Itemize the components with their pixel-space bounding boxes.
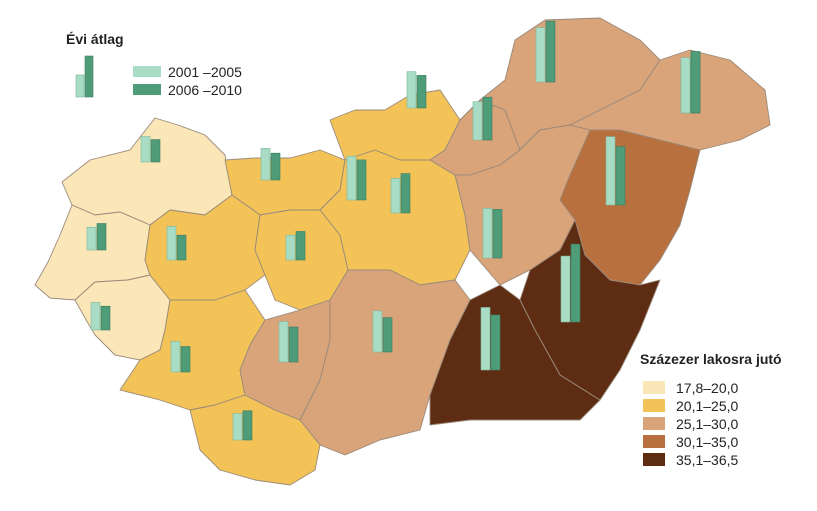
bar-2001-2005	[278, 321, 289, 363]
class-legend-swatch-4	[643, 435, 665, 448]
bar-2006-2010	[242, 410, 253, 441]
class-legend-label-5: 35,1–36,5	[676, 452, 738, 468]
bar-2001-2005	[472, 101, 483, 141]
bar-2006-2010	[615, 146, 626, 206]
bar-2001-2005	[346, 155, 357, 201]
bar-2006-2010	[180, 346, 191, 373]
class-legend: Százezer lakosra jutó 17,8–20,0 20,1–25,…	[640, 351, 782, 468]
bar-2001-2005	[90, 302, 101, 331]
class-legend-label-1: 17,8–20,0	[676, 380, 738, 396]
series-legend-swatch-a	[133, 66, 161, 77]
class-legend-swatch-2	[643, 399, 665, 412]
class-legend-title: Százezer lakosra jutó	[640, 351, 782, 367]
bar-2006-2010	[150, 139, 161, 163]
county-map	[34, 17, 771, 486]
county-zala	[74, 274, 171, 361]
class-legend-label-4: 30,1–35,0	[676, 434, 738, 450]
bar-2001-2005	[560, 255, 571, 323]
class-legend-swatch-3	[643, 417, 665, 430]
county-veszprem	[144, 194, 266, 301]
bar-2006-2010	[270, 152, 281, 181]
series-legend-icon-bar-b	[84, 55, 94, 98]
bar-2006-2010	[690, 51, 701, 114]
bar-2006-2010	[545, 20, 556, 83]
bar-2001-2005	[605, 136, 616, 206]
class-legend-swatch-1	[643, 381, 665, 394]
series-legend-label-b: 2006 –2010	[168, 82, 242, 98]
bar-2001-2005	[390, 178, 401, 214]
bar-2001-2005	[260, 148, 271, 181]
bar-layer	[86, 20, 701, 441]
bar-2006-2010	[100, 305, 111, 331]
bar-2006-2010	[416, 75, 427, 109]
bar-2001-2005	[170, 341, 181, 373]
county-nograd	[329, 89, 461, 161]
bar-2001-2005	[406, 71, 417, 109]
bar-2001-2005	[285, 234, 296, 261]
bar-2001-2005	[482, 208, 493, 259]
bar-2006-2010	[400, 173, 411, 214]
series-legend-icon-bar-a	[75, 74, 85, 98]
bar-2006-2010	[570, 243, 581, 323]
bar-2001-2005	[166, 226, 177, 261]
bar-2006-2010	[356, 159, 367, 201]
bar-2006-2010	[176, 234, 187, 261]
class-legend-label-2: 20,1–25,0	[676, 398, 738, 414]
bar-2006-2010	[492, 209, 503, 259]
bar-2006-2010	[288, 326, 299, 363]
series-legend: Évi átlag 2001 –2005 2006 –2010	[66, 31, 242, 98]
bar-2001-2005	[140, 136, 151, 163]
county-csongrad	[429, 284, 601, 426]
county-baranya	[189, 394, 321, 486]
county-gyor-moson-sopron	[61, 117, 233, 226]
series-legend-label-a: 2001 –2005	[168, 64, 242, 80]
bar-2001-2005	[480, 307, 491, 371]
county-hajdu-bihar	[559, 129, 701, 286]
bar-2006-2010	[295, 231, 306, 261]
bar-2001-2005	[680, 57, 691, 114]
bar-2001-2005	[86, 226, 97, 251]
bar-2006-2010	[482, 96, 493, 141]
bar-2001-2005	[372, 310, 383, 353]
series-legend-title: Évi átlag	[66, 31, 124, 47]
bar-2001-2005	[232, 413, 243, 441]
bar-2006-2010	[382, 317, 393, 353]
class-legend-label-3: 25,1–30,0	[676, 416, 738, 432]
class-legend-swatch-5	[643, 453, 665, 466]
series-legend-swatch-b	[133, 84, 161, 95]
bar-2001-2005	[535, 27, 546, 83]
bar-2006-2010	[490, 314, 501, 371]
bar-2006-2010	[96, 223, 107, 251]
